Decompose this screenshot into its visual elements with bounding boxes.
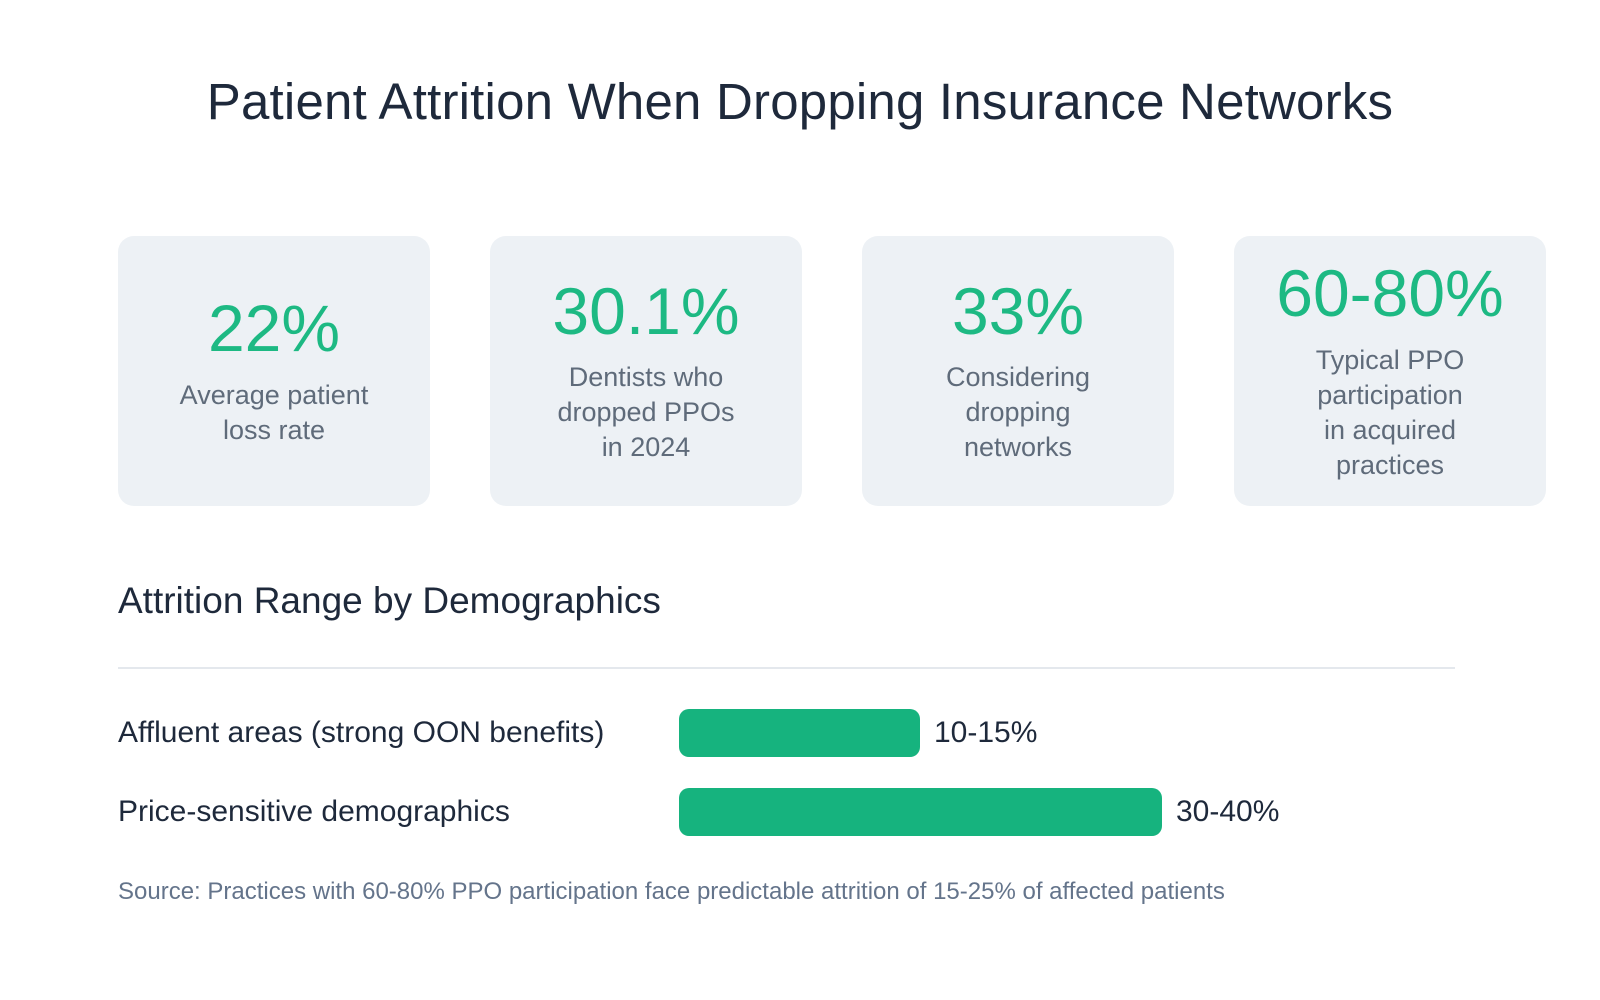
bar-row-affluent-areas: Affluent areas (strong OON benefits) 10-… [118, 709, 1279, 757]
stat-card-dentists-dropped: 30.1% Dentists who dropped PPOs in 2024 [490, 236, 802, 506]
stat-label: Considering dropping networks [945, 362, 1091, 463]
bar-value: 30-40% [1176, 795, 1280, 828]
source-note: Source: Practices with 60-80% PPO partic… [118, 878, 1225, 905]
bar-chart: Affluent areas (strong OON benefits) 10-… [118, 709, 1279, 836]
section-heading: Attrition Range by Demographics [118, 580, 661, 621]
bar-row-price-sensitive: Price-sensitive demographics 30-40% [118, 788, 1279, 836]
page-title: Patient Attrition When Dropping Insuranc… [206, 73, 1394, 130]
stat-card-average-loss: 22% Average patient loss rate [118, 236, 430, 506]
stat-label: Typical PPO participation in acquired pr… [1315, 344, 1465, 480]
stat-value: 60-80% [1276, 256, 1504, 331]
stat-label: Dentists who dropped PPOs in 2024 [557, 362, 735, 463]
stat-value: 30.1% [552, 273, 740, 348]
bar-label: Price-sensitive demographics [118, 795, 510, 828]
bar-price-sensitive [679, 788, 1162, 836]
bar-value: 10-15% [934, 716, 1038, 749]
bar-affluent-areas [679, 709, 920, 757]
stat-label: Average patient loss rate [179, 379, 369, 445]
section-divider [118, 667, 1455, 669]
stat-value: 33% [951, 273, 1085, 348]
stat-value: 22% [207, 291, 341, 366]
stat-card-considering-dropping: 33% Considering dropping networks [862, 236, 1174, 506]
bar-label: Affluent areas (strong OON benefits) [118, 716, 605, 749]
stat-card-ppo-participation: 60-80% Typical PPO participation in acqu… [1234, 236, 1546, 506]
stat-cards-row: 22% Average patient loss rate 30.1% Dent… [118, 236, 1546, 506]
